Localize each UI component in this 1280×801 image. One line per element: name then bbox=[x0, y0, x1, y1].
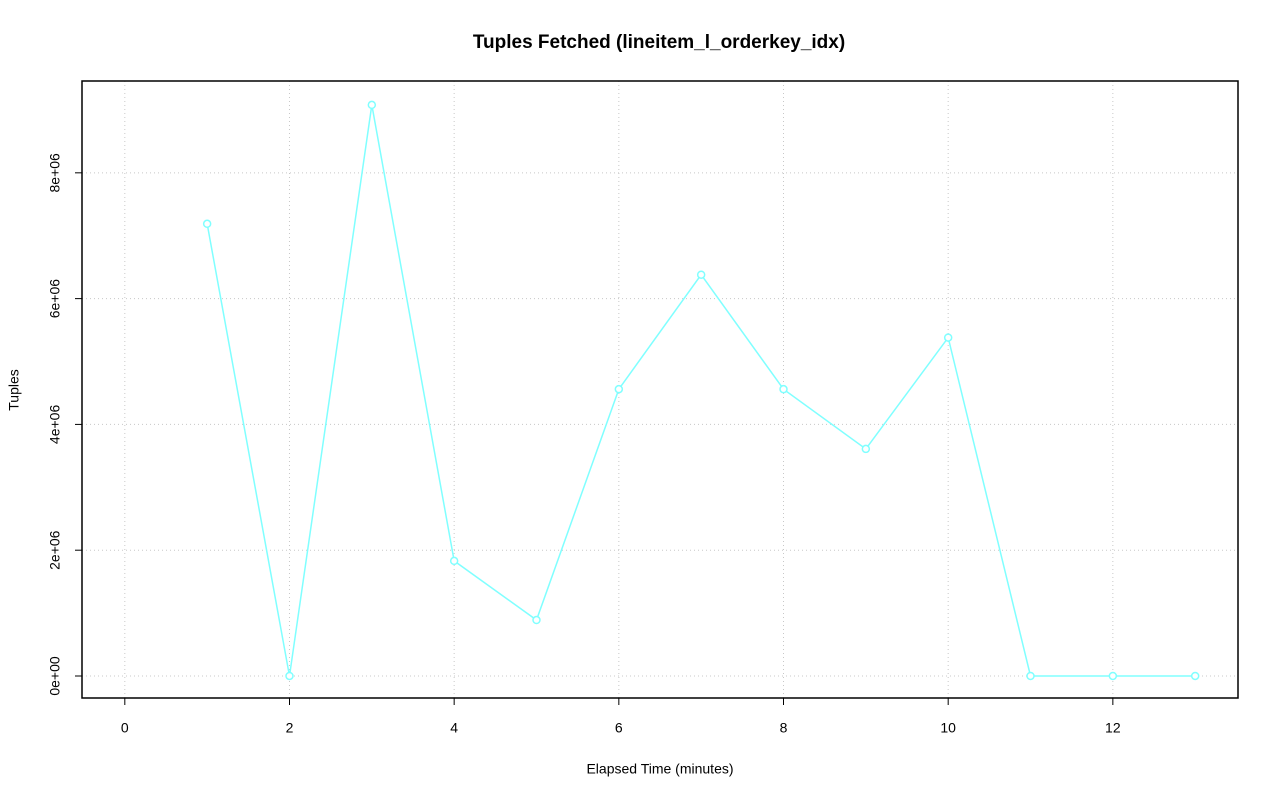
data-point bbox=[1026, 671, 1035, 681]
data-point bbox=[943, 333, 953, 342]
x-tick-label: 6 bbox=[615, 720, 623, 736]
series-line bbox=[206, 104, 1196, 677]
data-point bbox=[449, 556, 459, 566]
data-point bbox=[532, 615, 541, 625]
data-point bbox=[779, 384, 788, 394]
data-point bbox=[696, 270, 706, 279]
data-point bbox=[861, 444, 871, 454]
x-tick-label: 12 bbox=[1105, 720, 1121, 736]
data-point bbox=[367, 100, 377, 110]
x-tick-label: 8 bbox=[780, 720, 788, 736]
y-tick-label: 2e+06 bbox=[47, 530, 63, 570]
y-tick-label: 0e+00 bbox=[47, 656, 63, 696]
data-point bbox=[202, 219, 212, 229]
plot-frame bbox=[81, 80, 1239, 699]
x-tick-label: 2 bbox=[286, 720, 294, 736]
y-tick-label: 4e+06 bbox=[47, 405, 63, 445]
data-point bbox=[1190, 671, 1200, 681]
y-tick-label: 6e+06 bbox=[47, 279, 63, 319]
x-axis-label: Elapsed Time (minutes) bbox=[586, 761, 733, 777]
data-point bbox=[1108, 671, 1118, 681]
data-point bbox=[614, 384, 624, 394]
y-tick-label: 8e+06 bbox=[47, 153, 63, 193]
chart-title: Tuples Fetched (lineitem_l_orderkey_idx) bbox=[473, 32, 845, 53]
data-point bbox=[285, 671, 294, 681]
y-axis-label: Tuples bbox=[6, 369, 22, 411]
x-tick-label: 4 bbox=[450, 720, 458, 736]
x-tick-label: 0 bbox=[121, 720, 129, 736]
x-tick-label: 10 bbox=[940, 720, 956, 736]
